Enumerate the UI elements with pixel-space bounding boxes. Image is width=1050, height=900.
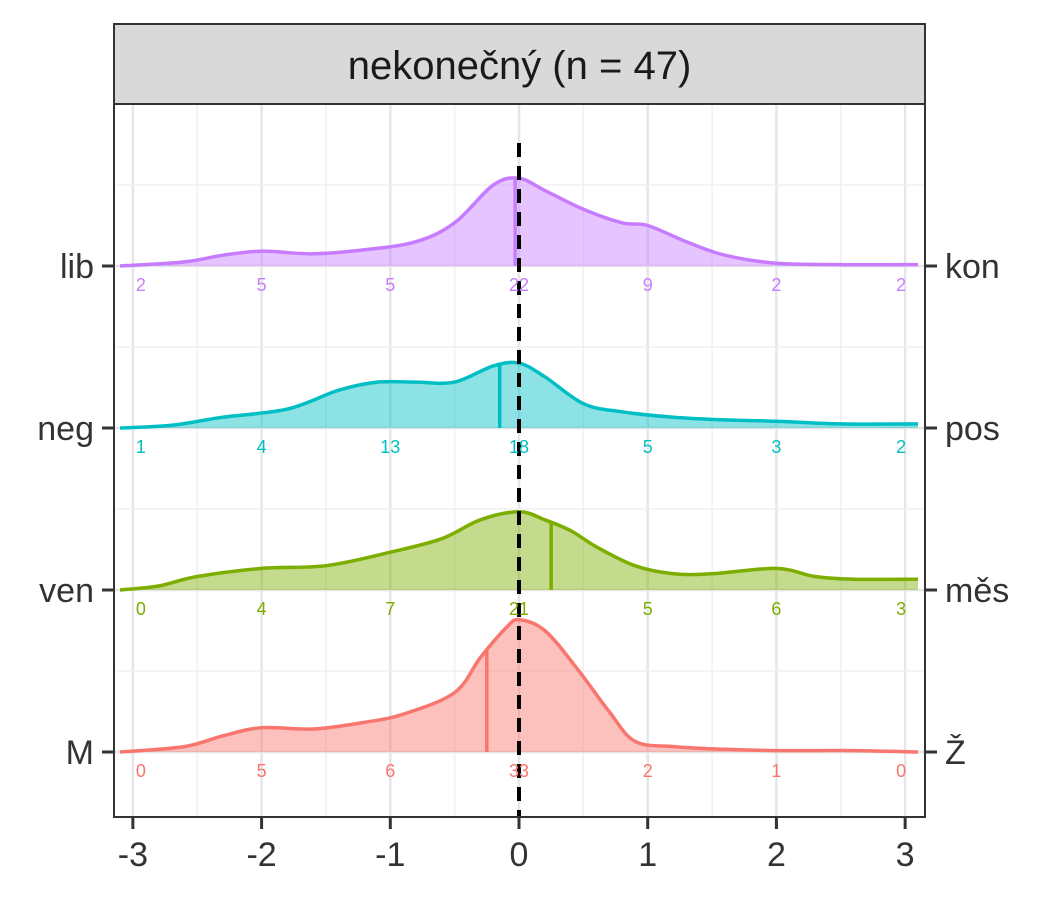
density-area [120,511,918,590]
count-label: 0 [896,761,906,781]
count-label: 1 [136,437,146,457]
count-label: 2 [136,275,146,295]
y-label-left: ven [39,572,94,610]
count-label: 22 [509,275,529,295]
count-label: 21 [509,599,529,619]
x-tick-label: -2 [246,836,276,874]
count-label: 5 [257,761,267,781]
facet-strip-title: nekonečný (n = 47) [348,44,692,88]
y-label-right: pos [945,410,1000,448]
density-line [119,360,919,430]
count-label: 5 [385,275,395,295]
y-label-right: měs [945,572,1009,610]
count-label: 7 [385,599,395,619]
y-label-right: kon [945,248,1000,286]
density-line [119,617,919,754]
count-label: 5 [643,437,653,457]
count-label: 4 [257,599,267,619]
y-label-left: lib [60,248,94,286]
count-label: 5 [257,275,267,295]
count-label: 2 [896,275,906,295]
count-label: 0 [136,761,146,781]
count-label: 1 [771,761,781,781]
x-tick-label: 1 [638,836,657,874]
density-line [119,509,919,592]
count-label: 3 [896,599,906,619]
count-label: 6 [385,761,395,781]
count-label: 6 [771,599,781,619]
count-label: 2 [643,761,653,781]
x-tick-label: 0 [510,836,529,874]
y-label-right: Ž [945,734,966,772]
count-label: 2 [896,437,906,457]
count-label: 0 [136,599,146,619]
count-label: 2 [771,275,781,295]
y-label-left: neg [37,410,94,448]
x-tick-label: -3 [118,836,148,874]
count-label: 9 [643,275,653,295]
density-area [120,362,918,428]
count-label: 4 [257,437,267,457]
count-label: 13 [380,437,400,457]
count-label: 18 [509,437,529,457]
y-label-left: M [66,734,94,772]
x-tick-label: 2 [767,836,786,874]
x-tick-label: 3 [896,836,915,874]
count-label: 3 [771,437,781,457]
count-label: 5 [643,599,653,619]
facet-strip [113,23,926,105]
x-tick-label: -1 [375,836,405,874]
count-label: 33 [509,761,529,781]
count-labels: 0 5 6 33 2 1 00 4 7 21 5 6 31 4 13 18 5 3 22 5 5 22 9 2 2 [136,275,906,781]
